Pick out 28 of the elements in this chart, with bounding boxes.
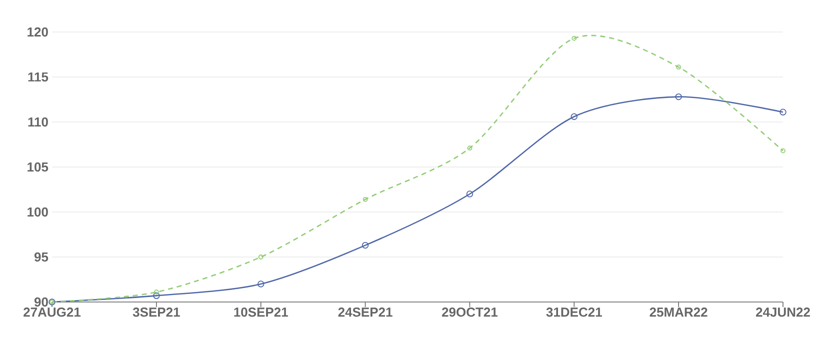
point — [675, 93, 682, 100]
x-tick-label: 27AUG21 — [24, 308, 81, 317]
point — [362, 196, 368, 202]
point — [154, 290, 159, 295]
x-tick-label: 31DEC21 — [546, 308, 602, 317]
x-tick-label: 10SEP21 — [234, 308, 288, 317]
y-tick-label: 90 — [34, 297, 48, 307]
point — [467, 146, 472, 151]
point — [362, 242, 369, 249]
y-tick-label: 105 — [28, 162, 48, 172]
y-tick-label: 110 — [28, 117, 48, 127]
y-tick-label: 95 — [34, 252, 48, 262]
point — [153, 292, 160, 300]
x-tick-label: 24SEP21 — [338, 308, 392, 317]
y-tick-label: 115 — [28, 72, 48, 82]
y-tick-label: 100 — [28, 207, 48, 217]
point — [466, 190, 474, 198]
point — [780, 148, 786, 154]
x-tick-label: 3SEP21 — [132, 308, 180, 317]
point — [258, 254, 264, 260]
x-tick-label: 25MAR22 — [650, 308, 708, 317]
point — [258, 280, 264, 288]
point — [676, 64, 682, 70]
point — [570, 113, 578, 120]
x-tick-label: 24JUN22 — [756, 308, 810, 317]
point — [572, 36, 577, 41]
y-tick-label: 120 — [28, 27, 48, 37]
x-tick-label: 29OCT21 — [442, 308, 498, 317]
